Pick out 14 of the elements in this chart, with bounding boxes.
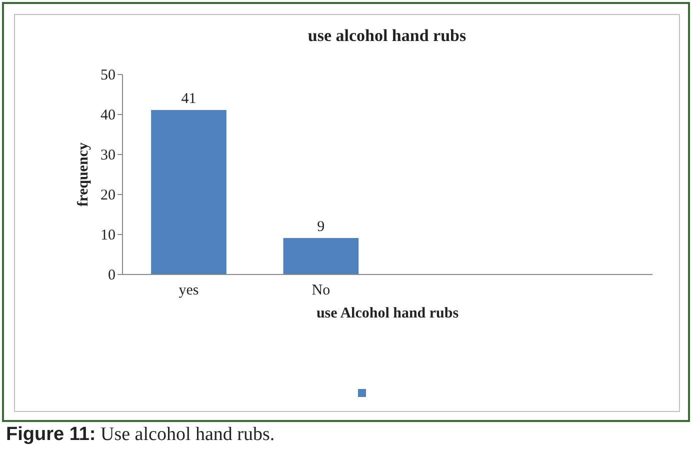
y-tick-label: 40 [100, 108, 116, 124]
y-axis-title: frequency [76, 142, 92, 206]
y-tick-label: 50 [100, 68, 116, 84]
data-label: 41 [181, 91, 196, 107]
chart-title: use alcohol hand rubs [308, 26, 467, 45]
data-label: 9 [317, 219, 325, 235]
y-tick-label: 30 [100, 148, 116, 164]
y-tick-label: 10 [100, 228, 116, 244]
y-tick-label: 0 [108, 268, 116, 284]
x-tick-label: yes [178, 282, 199, 298]
x-axis-title: use Alcohol hand rubs [316, 306, 459, 322]
x-tick-label: No [312, 282, 330, 298]
caption: Figure 11: Use alcohol hand rubs. [6, 424, 275, 446]
y-tick-label: 20 [100, 188, 116, 204]
